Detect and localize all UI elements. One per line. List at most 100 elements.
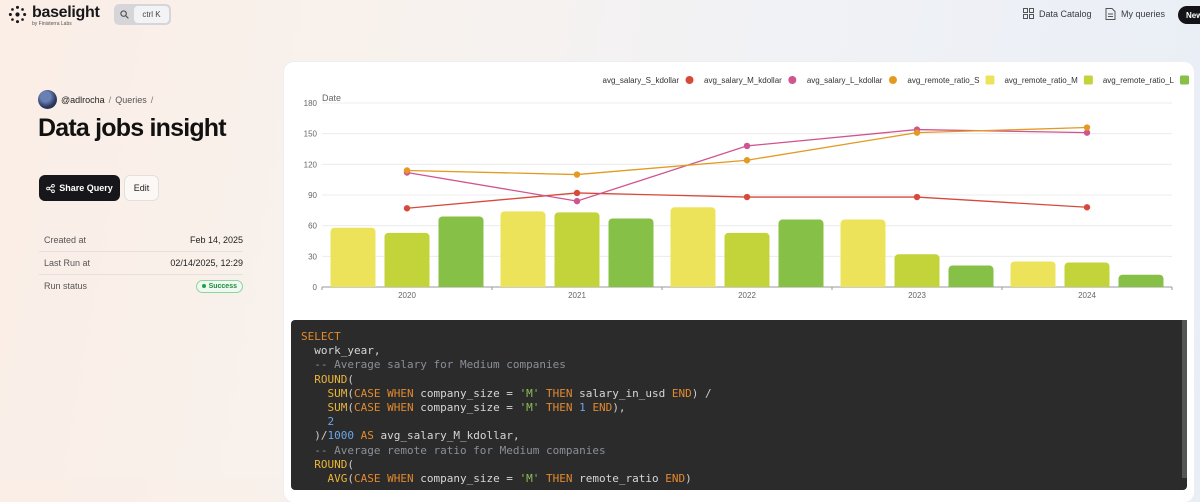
point-avg_salary_M_kdollar-2021: [573, 197, 581, 205]
breadcrumb-separator: /: [150, 94, 154, 105]
bar-avg_remote_ratio_S-2020: [330, 227, 376, 287]
share-query-button[interactable]: Share Query: [39, 175, 120, 201]
meta-created-at: Created at Feb 14, 2025: [39, 229, 243, 252]
code-token: 'M': [519, 472, 540, 486]
logo-name: baselight: [32, 4, 100, 21]
point-avg_salary_S_kdollar-2021: [573, 189, 581, 197]
legend-swatch-avg_salary_M_kdollar: [788, 76, 797, 84]
avatar[interactable]: [38, 90, 57, 109]
point-avg_salary_S_kdollar-2024: [1083, 204, 1091, 211]
breadcrumb: @adlrocha / Queries /: [38, 90, 157, 109]
code-token: )/: [301, 429, 328, 443]
bar-base: [670, 283, 716, 287]
code-token: (: [347, 457, 354, 471]
code-token: THEN: [539, 472, 573, 486]
point-avg_salary_S_kdollar-2022: [743, 193, 751, 201]
grid-icon: [1023, 8, 1034, 19]
legend-label-avg_remote_ratio_L: avg_remote_ratio_L: [1103, 76, 1175, 85]
bar-base: [894, 283, 940, 287]
bar-avg_remote_ratio_M-2023: [894, 254, 940, 287]
point-avg_salary_L_kdollar-2024: [1083, 124, 1091, 131]
bar-avg_remote_ratio_M-2022: [724, 232, 770, 287]
bar-base: [500, 283, 546, 287]
breadcrumb-user[interactable]: @adlrocha: [61, 94, 105, 105]
bar-avg_remote_ratio_M-2021: [554, 212, 600, 287]
point-avg_salary_M_kdollar-2024: [1083, 129, 1091, 136]
code-line: ROUND(: [301, 458, 1187, 472]
breadcrumb-queries[interactable]: Queries: [115, 94, 147, 105]
meta-run-status: Run status Success: [39, 275, 243, 297]
code-token: CASE WHEN: [353, 472, 414, 486]
bar-base: [724, 283, 770, 287]
code-token: AVG: [301, 472, 348, 486]
bar-avg_remote_ratio_S-2024: [1010, 261, 1056, 287]
code-token: -- Average remote ratio for Medium compa…: [301, 443, 606, 457]
bar-base: [438, 283, 484, 287]
code-token: AS: [354, 429, 374, 443]
edit-button[interactable]: Edit: [124, 175, 159, 201]
point-avg_salary_L_kdollar-2020: [403, 167, 411, 174]
code-token: 2: [301, 415, 335, 429]
status-dot-icon: [201, 284, 206, 288]
x-tick-label: 2023: [908, 291, 926, 300]
legend-swatch-avg_remote_ratio_M: [1083, 75, 1093, 85]
editor-scrollbar[interactable]: [1182, 320, 1187, 478]
axis-label: Date: [322, 93, 341, 103]
legend-label-avg_salary_M_kdollar: avg_salary_M_kdollar: [704, 76, 782, 85]
code-token: company_size =: [413, 472, 520, 486]
top-bar: baselight by Finisterra Labs ctrl K Data…: [0, 0, 1200, 30]
bar-avg_remote_ratio_M-2024: [1064, 262, 1110, 287]
bar-base: [554, 283, 600, 287]
code-token: company_size =: [413, 401, 520, 415]
code-token: CASE WHEN: [353, 401, 414, 415]
code-line: ROUND(: [301, 373, 1187, 387]
code-token: ROUND: [301, 457, 348, 471]
code-token: (: [347, 372, 354, 386]
code-token: 'M': [519, 386, 540, 400]
nav-my-queries[interactable]: My queries: [1105, 8, 1165, 20]
x-tick-label: 2024: [1078, 291, 1096, 300]
x-tick-label: 2021: [568, 291, 586, 300]
code-token: END: [592, 401, 613, 415]
document-icon: [1105, 8, 1116, 20]
meta-label: Created at: [44, 235, 87, 245]
code-line: )/1000 AS avg_salary_M_kdollar,: [301, 429, 1187, 443]
point-avg_salary_L_kdollar-2021: [573, 171, 581, 178]
code-token: SUM: [301, 401, 348, 415]
code-token: (: [347, 472, 354, 486]
search-box[interactable]: ctrl K: [114, 4, 171, 25]
code-token: ROUND: [301, 372, 348, 386]
point-avg_salary_S_kdollar-2023: [913, 193, 921, 201]
code-token: END: [665, 472, 686, 486]
point-avg_salary_L_kdollar-2022: [743, 157, 751, 164]
meta-last-run: Last Run at 02/14/2025, 12:29: [39, 252, 243, 275]
code-token: THEN: [539, 401, 573, 415]
code-token: salary_in_usd: [572, 386, 672, 400]
code-token: 1000: [327, 429, 355, 443]
nav-my-queries-label: My queries: [1121, 9, 1166, 19]
share-query-label: Share Query: [59, 183, 113, 193]
meta-label: Run status: [44, 281, 88, 291]
code-token: END: [671, 386, 692, 400]
bar-avg_remote_ratio_S-2023: [840, 219, 886, 287]
code-token: (: [347, 386, 354, 400]
point-avg_salary_M_kdollar-2022: [743, 142, 751, 150]
new-button[interactable]: New: [1178, 6, 1200, 24]
x-tick-label: 2020: [398, 291, 416, 300]
point-avg_salary_L_kdollar-2023: [913, 129, 921, 136]
legend-swatch-avg_salary_L_kdollar: [888, 76, 897, 84]
legend-label-avg_salary_L_kdollar: avg_salary_L_kdollar: [807, 76, 883, 85]
sql-editor[interactable]: SELECT work_year, -- Average salary for …: [291, 320, 1187, 490]
nav-data-catalog[interactable]: Data Catalog: [1023, 8, 1092, 19]
x-tick-label: 2022: [738, 291, 756, 300]
code-line: work_year,: [301, 344, 1187, 358]
status-badge: Success: [195, 279, 243, 293]
search-icon: [120, 10, 129, 19]
nav-data-catalog-label: Data Catalog: [1039, 8, 1092, 19]
code-line: SELECT: [301, 330, 1187, 344]
line-avg_salary_M_kdollar: [406, 128, 1088, 202]
code-line: SUM(CASE WHEN company_size = 'M' THEN sa…: [301, 387, 1187, 401]
logo[interactable]: baselight by Finisterra Labs: [8, 5, 100, 27]
bar-avg_remote_ratio_L-2020: [438, 216, 484, 287]
code-token: ),: [612, 401, 626, 415]
